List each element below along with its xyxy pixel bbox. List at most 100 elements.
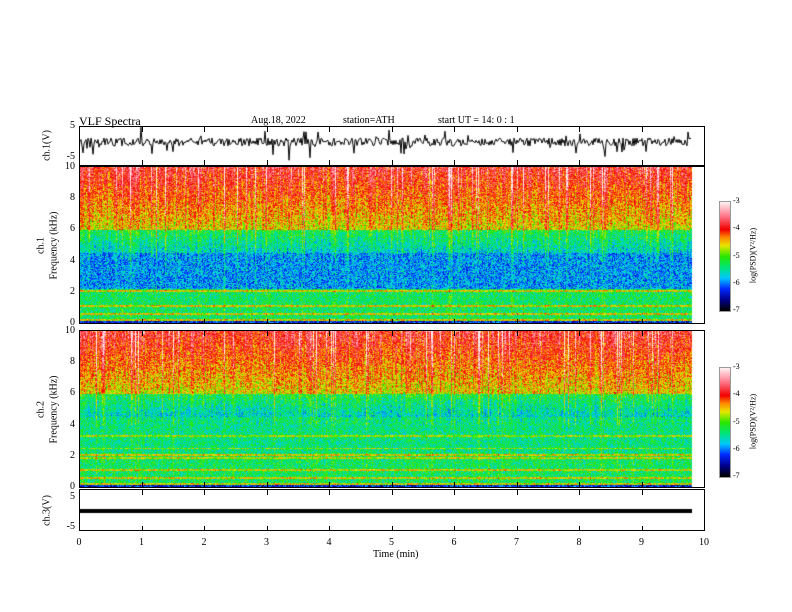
x-tick bbox=[454, 319, 455, 324]
ch1-ytick: -5 bbox=[66, 151, 75, 162]
colorbar-tick-label: -3 bbox=[733, 362, 740, 371]
x-tick-label: 2 bbox=[201, 537, 207, 548]
x-tick bbox=[204, 126, 205, 132]
colorbar-tick-label: -6 bbox=[733, 443, 740, 453]
x-tick bbox=[204, 331, 205, 336]
x-tick-label: 10 bbox=[699, 537, 709, 548]
x-tick bbox=[641, 160, 643, 165]
ch3-frame bbox=[79, 489, 705, 531]
x-tick-label: 6 bbox=[451, 537, 457, 548]
x-tick bbox=[579, 319, 580, 324]
x-tick bbox=[266, 331, 268, 336]
station-label: station=ATH bbox=[343, 115, 395, 126]
ch2-spec-frame bbox=[79, 330, 705, 488]
x-tick-label: 7 bbox=[514, 537, 519, 548]
ch2-colorbar bbox=[719, 367, 731, 478]
ch1-colorbar bbox=[719, 201, 731, 312]
x-tick bbox=[266, 126, 268, 132]
date-label: Aug.18, 2022 bbox=[251, 115, 306, 126]
x-tick bbox=[516, 526, 518, 531]
x-tick bbox=[329, 126, 330, 132]
x-tick bbox=[704, 482, 705, 487]
spec-ytick-label: 6 bbox=[70, 223, 75, 235]
x-tick bbox=[391, 331, 393, 336]
x-tick bbox=[79, 160, 80, 165]
colorbar-tick-label: -3 bbox=[733, 196, 740, 205]
x-tick-label: 4 bbox=[326, 537, 332, 548]
x-tick bbox=[641, 490, 643, 495]
ch1-colorbar-label: log(PSD)(V²/Hz) bbox=[748, 227, 758, 284]
x-tick bbox=[204, 160, 205, 165]
ch1-spec-ylabel-channel: ch.1 bbox=[35, 237, 47, 254]
x-tick bbox=[79, 482, 80, 487]
x-tick bbox=[704, 526, 705, 531]
x-tick bbox=[79, 319, 80, 324]
x-tick bbox=[516, 160, 518, 165]
x-tick bbox=[391, 526, 393, 531]
x-tick-label: 0 bbox=[76, 537, 82, 548]
spec-ytick-label: 6 bbox=[70, 387, 75, 399]
x-tick bbox=[329, 482, 330, 487]
x-tick bbox=[704, 331, 705, 336]
ch3-ytick: -5 bbox=[66, 521, 75, 532]
x-tick bbox=[704, 490, 705, 495]
x-tick bbox=[79, 126, 80, 132]
colorbar-tick-label: -7 bbox=[733, 471, 740, 480]
spec-ytick-label: 4 bbox=[70, 254, 75, 266]
x-tick bbox=[141, 482, 143, 487]
x-tick bbox=[704, 319, 705, 324]
x-tick bbox=[141, 126, 143, 132]
ch2-spec-ylabel-channel: ch.2 bbox=[35, 401, 47, 418]
ch1-ylabel: ch.1(V) bbox=[41, 130, 53, 161]
spec-ytick-label: 8 bbox=[70, 356, 75, 368]
x-tick bbox=[516, 126, 518, 132]
x-tick bbox=[141, 526, 143, 531]
ch2-spectrogram-plot bbox=[79, 331, 704, 487]
x-tick bbox=[266, 526, 268, 531]
x-tick bbox=[579, 482, 580, 487]
x-tick bbox=[79, 526, 80, 531]
x-tick bbox=[141, 319, 143, 324]
ch3-ylabel: ch.3(V) bbox=[41, 495, 53, 526]
spec-ytick-label: 0 bbox=[70, 481, 75, 492]
x-tick bbox=[391, 482, 393, 487]
x-tick bbox=[141, 331, 143, 336]
ch1-ytick: 5 bbox=[70, 120, 75, 131]
x-tick-label: 3 bbox=[264, 537, 269, 548]
x-tick bbox=[704, 126, 705, 132]
start-time-label: start UT = 14: 0 : 1 bbox=[438, 115, 515, 126]
ch1-waveform-plot bbox=[79, 126, 704, 165]
x-tick bbox=[329, 490, 330, 495]
ch2-spec-ylabel: Frequency (kHz) bbox=[48, 375, 60, 444]
spec-ytick-label: 2 bbox=[70, 285, 75, 297]
spec-ytick-label: 4 bbox=[70, 418, 75, 430]
x-axis-label: Time (min) bbox=[373, 549, 419, 560]
ch2-colorbar-label: log(PSD)(V²/Hz) bbox=[748, 393, 758, 450]
x-tick bbox=[141, 160, 143, 165]
x-tick bbox=[641, 126, 643, 132]
x-tick bbox=[579, 160, 580, 165]
x-tick bbox=[391, 490, 393, 495]
ch3-waveform-plot bbox=[79, 490, 704, 530]
x-tick bbox=[641, 482, 643, 487]
x-tick bbox=[204, 526, 205, 531]
x-tick bbox=[266, 319, 268, 324]
x-tick bbox=[454, 160, 455, 165]
colorbar-tick-label: -4 bbox=[733, 223, 740, 233]
ch1-spec-ylabel: Frequency (kHz) bbox=[48, 211, 60, 280]
spec-ytick-label: 0 bbox=[70, 317, 75, 328]
x-tick bbox=[516, 331, 518, 336]
spec-ytick-label: 10 bbox=[65, 161, 75, 172]
x-tick bbox=[454, 331, 455, 336]
x-tick bbox=[454, 482, 455, 487]
x-tick bbox=[704, 160, 705, 165]
x-tick bbox=[641, 331, 643, 336]
x-tick bbox=[579, 490, 580, 495]
spec-ytick-label: 10 bbox=[65, 325, 75, 336]
colorbar-tick-label: -4 bbox=[733, 389, 740, 399]
x-tick bbox=[579, 526, 580, 531]
x-tick bbox=[266, 490, 268, 495]
x-tick bbox=[391, 126, 393, 132]
spec-ytick-label: 2 bbox=[70, 449, 75, 461]
